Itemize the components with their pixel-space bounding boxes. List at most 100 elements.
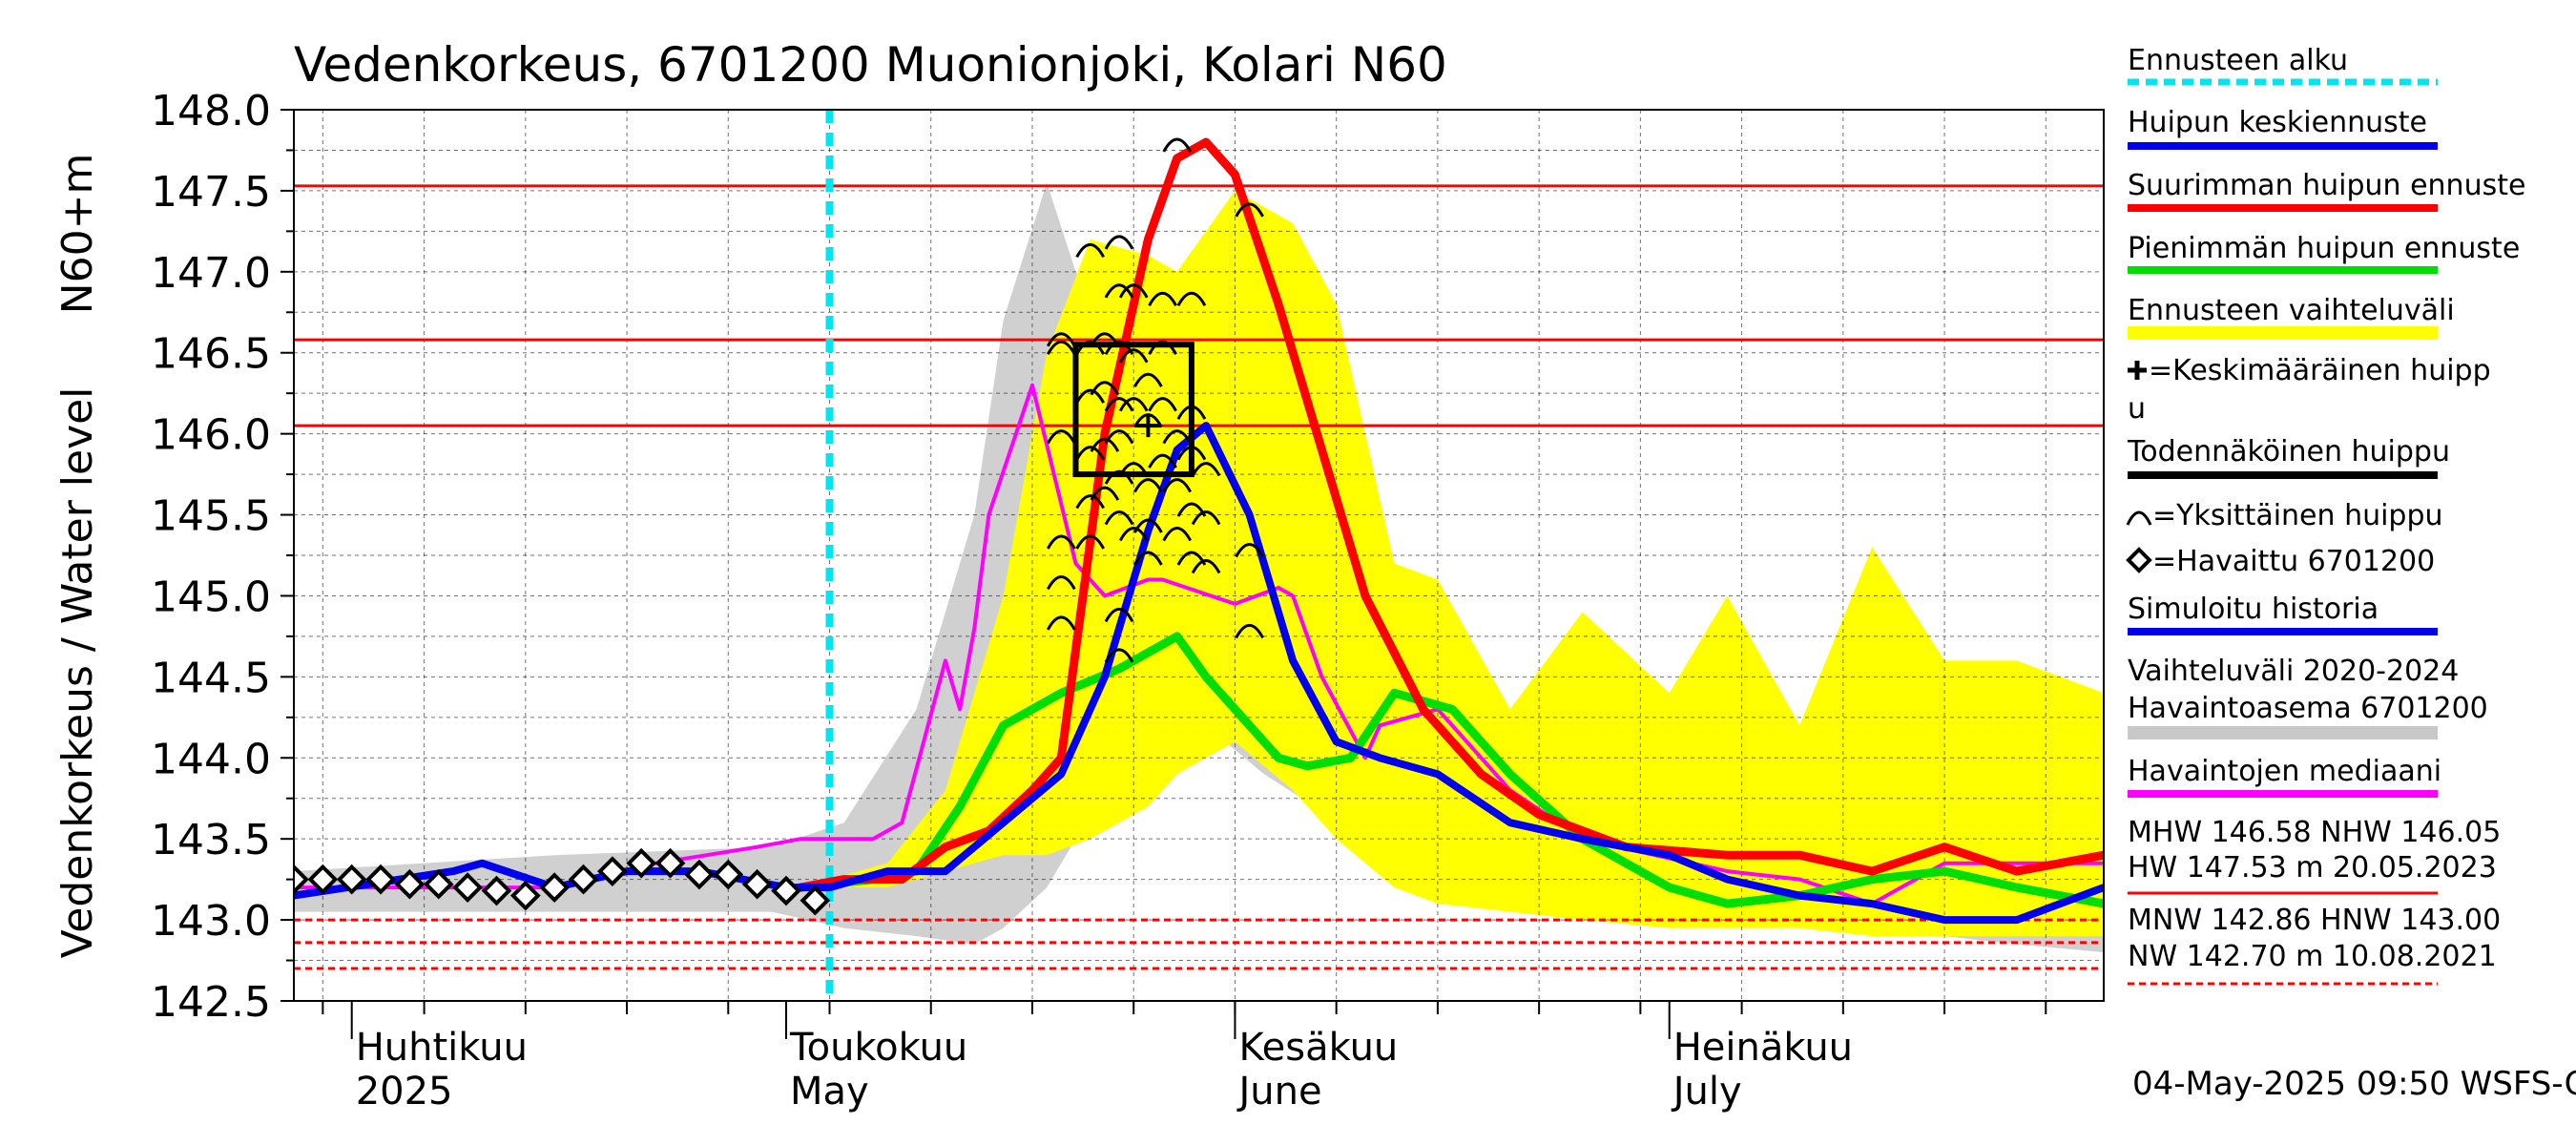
observed-point bbox=[394, 868, 426, 900]
legend-label: =Yksittäinen huippu bbox=[2152, 499, 2443, 532]
observed-point bbox=[307, 864, 339, 895]
individual-peak-marker bbox=[1191, 559, 1221, 574]
chart-title: Vedenkorkeus, 6701200 Muonionjoki, Kolar… bbox=[294, 37, 1447, 93]
forecast-range-band bbox=[829, 190, 2104, 937]
forecast-range-layer bbox=[829, 190, 2104, 937]
observed-point bbox=[539, 872, 570, 903]
legend-label: Pienimmän huipun ennuste bbox=[2128, 232, 2520, 265]
individual-peak-marker bbox=[1090, 486, 1120, 501]
y-tick-label: 145.5 bbox=[151, 492, 271, 541]
y-axis-label: Vedenkorkeus / Water level bbox=[53, 387, 102, 959]
legend-label: =Havaittu 6701200 bbox=[2152, 545, 2435, 578]
individual-peak-marker bbox=[1162, 429, 1193, 445]
individual-peak-marker bbox=[1162, 137, 1193, 153]
markers bbox=[294, 137, 1264, 916]
individual-peak-marker bbox=[1104, 429, 1134, 445]
individual-peak-marker bbox=[1090, 437, 1120, 452]
legend-label: Todennäköinen huippu bbox=[2127, 435, 2450, 468]
individual-peak-marker bbox=[1104, 283, 1134, 299]
month-label: Toukokuu bbox=[789, 1026, 967, 1070]
individual-peak-marker bbox=[1090, 381, 1120, 396]
observed-point bbox=[713, 859, 744, 890]
individual-peak-marker bbox=[1176, 291, 1207, 307]
individual-peak-marker bbox=[1148, 453, 1177, 468]
individual-peak-marker bbox=[1104, 397, 1134, 412]
legend-label: Havaintojen mediaani bbox=[2128, 755, 2441, 788]
month-sub-label: June bbox=[1236, 1070, 1321, 1114]
individual-peak-marker bbox=[1047, 340, 1076, 355]
y-tick-label: 145.0 bbox=[151, 572, 271, 621]
month-sub-label: July bbox=[1671, 1070, 1742, 1114]
legend-stat: MHW 146.58 NHW 146.05 bbox=[2128, 816, 2501, 849]
individual-peak-marker bbox=[1104, 510, 1134, 526]
individual-peak-marker bbox=[1075, 446, 1106, 461]
observed-point bbox=[597, 856, 628, 886]
month-label: Kesäkuu bbox=[1238, 1026, 1398, 1070]
observed-point bbox=[800, 885, 831, 916]
individual-peak-marker bbox=[1075, 340, 1106, 355]
individual-peak-marker bbox=[1047, 575, 1076, 591]
y-axis-unit: N60+m bbox=[53, 154, 102, 315]
individual-peak-marker bbox=[1075, 494, 1106, 510]
legend-label: =Keskimääräinen huipp bbox=[2149, 354, 2491, 387]
legend-swatch-individual-peak bbox=[2126, 510, 2152, 526]
individual-peak-marker bbox=[1148, 340, 1177, 355]
observed-point bbox=[771, 875, 801, 906]
individual-peak-marker bbox=[1075, 242, 1106, 259]
observed-point bbox=[336, 864, 367, 895]
month-sub-label: 2025 bbox=[356, 1070, 453, 1114]
individual-peak-marker bbox=[1235, 202, 1264, 218]
y-tick-label: 148.0 bbox=[151, 87, 271, 135]
individual-peak-marker bbox=[1133, 518, 1163, 533]
individual-peak-marker bbox=[1047, 615, 1076, 631]
individual-peak-marker bbox=[1133, 478, 1163, 493]
observed-point bbox=[481, 875, 512, 906]
legend-stat: NW 142.70 m 10.08.2021 bbox=[2128, 940, 2497, 973]
individual-peak-marker bbox=[1133, 372, 1163, 387]
individual-peak-marker bbox=[1191, 510, 1221, 526]
individual-peak-marker bbox=[1118, 283, 1149, 299]
individual-peak-marker bbox=[1075, 388, 1106, 404]
legend-stat: MNW 142.86 HNW 143.00 bbox=[2128, 904, 2501, 937]
legend-label-cont: Havaintoasema 6701200 bbox=[2128, 692, 2488, 725]
observed-point bbox=[684, 859, 715, 890]
y-tick-label: 144.0 bbox=[151, 735, 271, 783]
series-line-pienimm-n-huipun-ennuste bbox=[796, 632, 2104, 908]
individual-peak-marker bbox=[1104, 235, 1134, 250]
month-sub-label: May bbox=[790, 1070, 869, 1114]
timestamp: 04-May-2025 09:50 WSFS-O bbox=[2132, 1065, 2576, 1103]
individual-peak-marker bbox=[1047, 332, 1076, 347]
individual-peak-marker bbox=[1118, 348, 1149, 364]
y-tick-label: 146.5 bbox=[151, 330, 271, 379]
legend: Ennusteen alku Huipun keskiennuste Suurimm… bbox=[2126, 44, 2525, 986]
individual-peak-marker bbox=[1118, 527, 1149, 542]
observed-point bbox=[509, 880, 541, 911]
month-label: Huhtikuu bbox=[356, 1026, 528, 1070]
observed-point bbox=[423, 868, 454, 900]
y-tick-label: 147.0 bbox=[151, 249, 271, 298]
axes: 148.0 147.5 147.0 146.5 146.0 145.5 145.0 144.5… bbox=[151, 87, 2105, 1114]
observed-point bbox=[452, 872, 483, 903]
individual-peak-marker bbox=[1047, 534, 1076, 550]
individual-peak-marker bbox=[1104, 648, 1134, 663]
individual-peak-marker bbox=[1047, 429, 1076, 445]
observed-point bbox=[568, 864, 599, 895]
observed-point bbox=[626, 847, 657, 879]
y-tick-label: 143.0 bbox=[151, 897, 271, 946]
legend-label: Ennusteen alku bbox=[2128, 44, 2348, 77]
y-tick-label: 146.0 bbox=[151, 411, 271, 460]
legend-label: Huipun keskiennuste bbox=[2128, 106, 2427, 139]
individual-peak-marker bbox=[1235, 543, 1264, 558]
grid bbox=[294, 109, 2104, 1002]
legend-label: Simuloitu historia bbox=[2128, 593, 2379, 626]
individual-peak-marker bbox=[1191, 462, 1221, 477]
individual-peak-marker bbox=[1162, 527, 1193, 542]
observed-point bbox=[741, 868, 773, 900]
y-tick-label: 147.5 bbox=[151, 168, 271, 217]
month-label: Heinäkuu bbox=[1673, 1026, 1853, 1070]
probable-peak-box bbox=[1072, 342, 1195, 478]
y-tick-label: 142.5 bbox=[151, 978, 271, 1027]
observed-point bbox=[654, 847, 686, 879]
legend-swatch-observed bbox=[2126, 547, 2152, 573]
